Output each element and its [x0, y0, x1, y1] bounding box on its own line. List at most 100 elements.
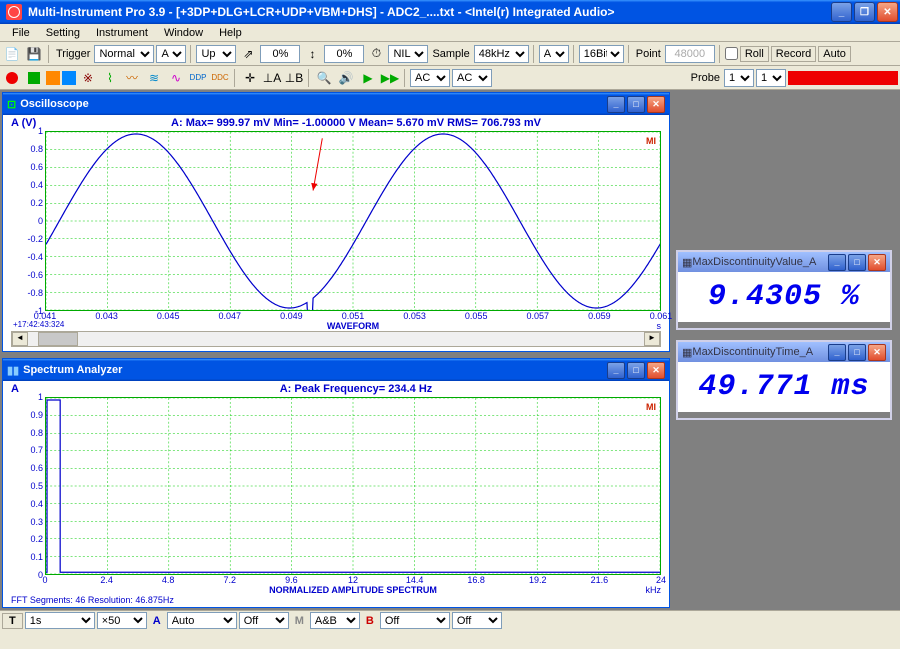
valA-titlebar[interactable]: ▦ MaxDiscontinuityValue_A _ □ ✕	[678, 252, 890, 272]
tool-9[interactable]: ∿	[166, 68, 186, 88]
close-button[interactable]: ✕	[877, 2, 898, 22]
status-bar	[788, 71, 898, 85]
zoom-icon[interactable]: 🔍	[314, 68, 334, 88]
osc-xlabel: WAVEFORM	[327, 321, 379, 331]
spec-xunit: kHz	[646, 585, 662, 595]
delay-icon[interactable]: ⏱	[366, 44, 386, 64]
probe-label: Probe	[689, 72, 722, 84]
spec-marker: MI	[646, 402, 656, 412]
osc-scrollbar[interactable]: ◄ ►	[11, 331, 661, 347]
points-input[interactable]	[665, 45, 715, 63]
tool-7[interactable]: 〰	[122, 68, 142, 88]
maximize-button[interactable]: ❐	[854, 2, 875, 22]
spec-ylabel: A	[11, 383, 51, 395]
t-button[interactable]: T	[2, 613, 23, 629]
slope-select[interactable]: Up	[196, 45, 236, 63]
record-button[interactable]: Record	[771, 46, 816, 62]
m-select[interactable]: A&B	[310, 612, 360, 629]
valB-icon: ▦	[682, 346, 692, 359]
osc-marker: MI	[646, 136, 656, 146]
osc-plot[interactable]: 10.80.60.40.20-0.2-0.4-0.6-0.8-1 MI WAVE…	[11, 131, 661, 331]
b-off-select[interactable]: Off	[452, 612, 502, 629]
probe1-select[interactable]: 1	[724, 69, 754, 87]
spec-stats: A: Peak Frequency= 234.4 Hz	[51, 383, 661, 395]
osc-grid: MI	[45, 131, 661, 311]
trigger-edge-select[interactable]: A	[156, 45, 186, 63]
scroll-thumb[interactable]	[38, 332, 78, 346]
timebase-select[interactable]: 1s	[25, 612, 95, 629]
valB-maximize-button[interactable]: □	[848, 344, 866, 361]
zoom-select[interactable]: ×50	[97, 612, 147, 629]
tool-10[interactable]: DDP	[188, 68, 208, 88]
osc-icon: ⊡	[7, 98, 16, 111]
ac1-select[interactable]: AC	[410, 69, 450, 87]
tool-4[interactable]	[62, 71, 76, 85]
menu-window[interactable]: Window	[156, 25, 211, 41]
spec-minimize-button[interactable]: _	[607, 362, 625, 379]
valA-minimize-button[interactable]: _	[828, 254, 846, 271]
new-icon[interactable]: 📄	[2, 44, 22, 64]
roll-button[interactable]: Roll	[740, 46, 769, 62]
valB-minimize-button[interactable]: _	[828, 344, 846, 361]
valA-maximize-button[interactable]: □	[848, 254, 866, 271]
ac2-select[interactable]: AC	[452, 69, 492, 87]
channel-m-label: M	[291, 615, 308, 627]
level2-input[interactable]	[324, 45, 364, 63]
channel-select[interactable]: A	[539, 45, 569, 63]
trigger-mode-select[interactable]: Normal	[94, 45, 154, 63]
osc-minimize-button[interactable]: _	[607, 96, 625, 113]
osc-stats: A: Max= 999.97 mV Min= -1.00000 V Mean= …	[51, 117, 661, 129]
valB-close-button[interactable]: ✕	[868, 344, 886, 361]
point-label: Point	[634, 48, 663, 60]
menu-file[interactable]: File	[4, 25, 38, 41]
slope-up-icon[interactable]: ⇗	[238, 44, 258, 64]
tool-6[interactable]: ⌇	[100, 68, 120, 88]
tool-11[interactable]: DDC	[210, 68, 230, 88]
valB-titlebar[interactable]: ▦ MaxDiscontinuityTime_A _ □ ✕	[678, 342, 890, 362]
spec-titlebar[interactable]: ▮▮ Spectrum Analyzer _ □ ✕	[3, 359, 669, 381]
auto-button[interactable]: Auto	[818, 46, 851, 62]
osc-timestamp: +17:42:43:324	[13, 320, 64, 329]
valA-close-button[interactable]: ✕	[868, 254, 886, 271]
a-off-select[interactable]: Off	[239, 612, 289, 629]
run-icon[interactable]	[24, 68, 44, 88]
osc-maximize-button[interactable]: □	[627, 96, 645, 113]
spec-plot[interactable]: 10.90.80.70.60.50.40.30.20.10 MI NORMALI…	[11, 397, 661, 595]
save-icon[interactable]: 💾	[24, 44, 44, 64]
menu-instrument[interactable]: Instrument	[88, 25, 156, 41]
scroll-right-button[interactable]: ►	[644, 332, 660, 346]
spec-close-button[interactable]: ✕	[647, 362, 665, 379]
b-range-select[interactable]: Off	[380, 612, 450, 629]
a-range-select[interactable]: Auto	[167, 612, 237, 629]
tool-3[interactable]	[46, 71, 60, 85]
speaker-icon[interactable]: 🔊	[336, 68, 356, 88]
roll-checkbox[interactable]	[725, 47, 738, 60]
spec-y-axis: 10.90.80.70.60.50.40.30.20.10	[11, 397, 45, 575]
minimize-button[interactable]: _	[831, 2, 852, 22]
bits-select[interactable]: 16Bit	[579, 45, 624, 63]
level-icon[interactable]: ↕	[302, 44, 322, 64]
scroll-left-button[interactable]: ◄	[12, 332, 28, 346]
tool-8[interactable]: ≋	[144, 68, 164, 88]
osc-close-button[interactable]: ✕	[647, 96, 665, 113]
marker-a-icon[interactable]: ⊥A	[262, 68, 282, 88]
coupling-select[interactable]: NIL	[388, 45, 428, 63]
tool-5[interactable]: ※	[78, 68, 98, 88]
level1-input[interactable]	[260, 45, 300, 63]
spec-xlabel: NORMALIZED AMPLITUDE SPECTRUM	[269, 585, 437, 595]
valB-title: MaxDiscontinuityTime_A	[692, 346, 813, 358]
play-icon[interactable]: ▶	[358, 68, 378, 88]
menu-help[interactable]: Help	[211, 25, 250, 41]
menu-setting[interactable]: Setting	[38, 25, 88, 41]
cursor-icon[interactable]: ✛	[240, 68, 260, 88]
ff-icon[interactable]: ▶▶	[380, 68, 400, 88]
rate-select[interactable]: 48kHz	[474, 45, 529, 63]
probe2-select[interactable]: 1	[756, 69, 786, 87]
marker-b-icon[interactable]: ⊥B	[284, 68, 304, 88]
app-title: Multi-Instrument Pro 3.9 - [+3DP+DLG+LCR…	[26, 5, 831, 19]
record-icon[interactable]	[2, 68, 22, 88]
osc-titlebar[interactable]: ⊡ Oscilloscope _ □ ✕	[3, 93, 669, 115]
osc-y-axis: 10.80.60.40.20-0.2-0.4-0.6-0.8-1	[11, 131, 45, 311]
valB-value: 49.771 ms	[682, 370, 886, 404]
spec-maximize-button[interactable]: □	[627, 362, 645, 379]
